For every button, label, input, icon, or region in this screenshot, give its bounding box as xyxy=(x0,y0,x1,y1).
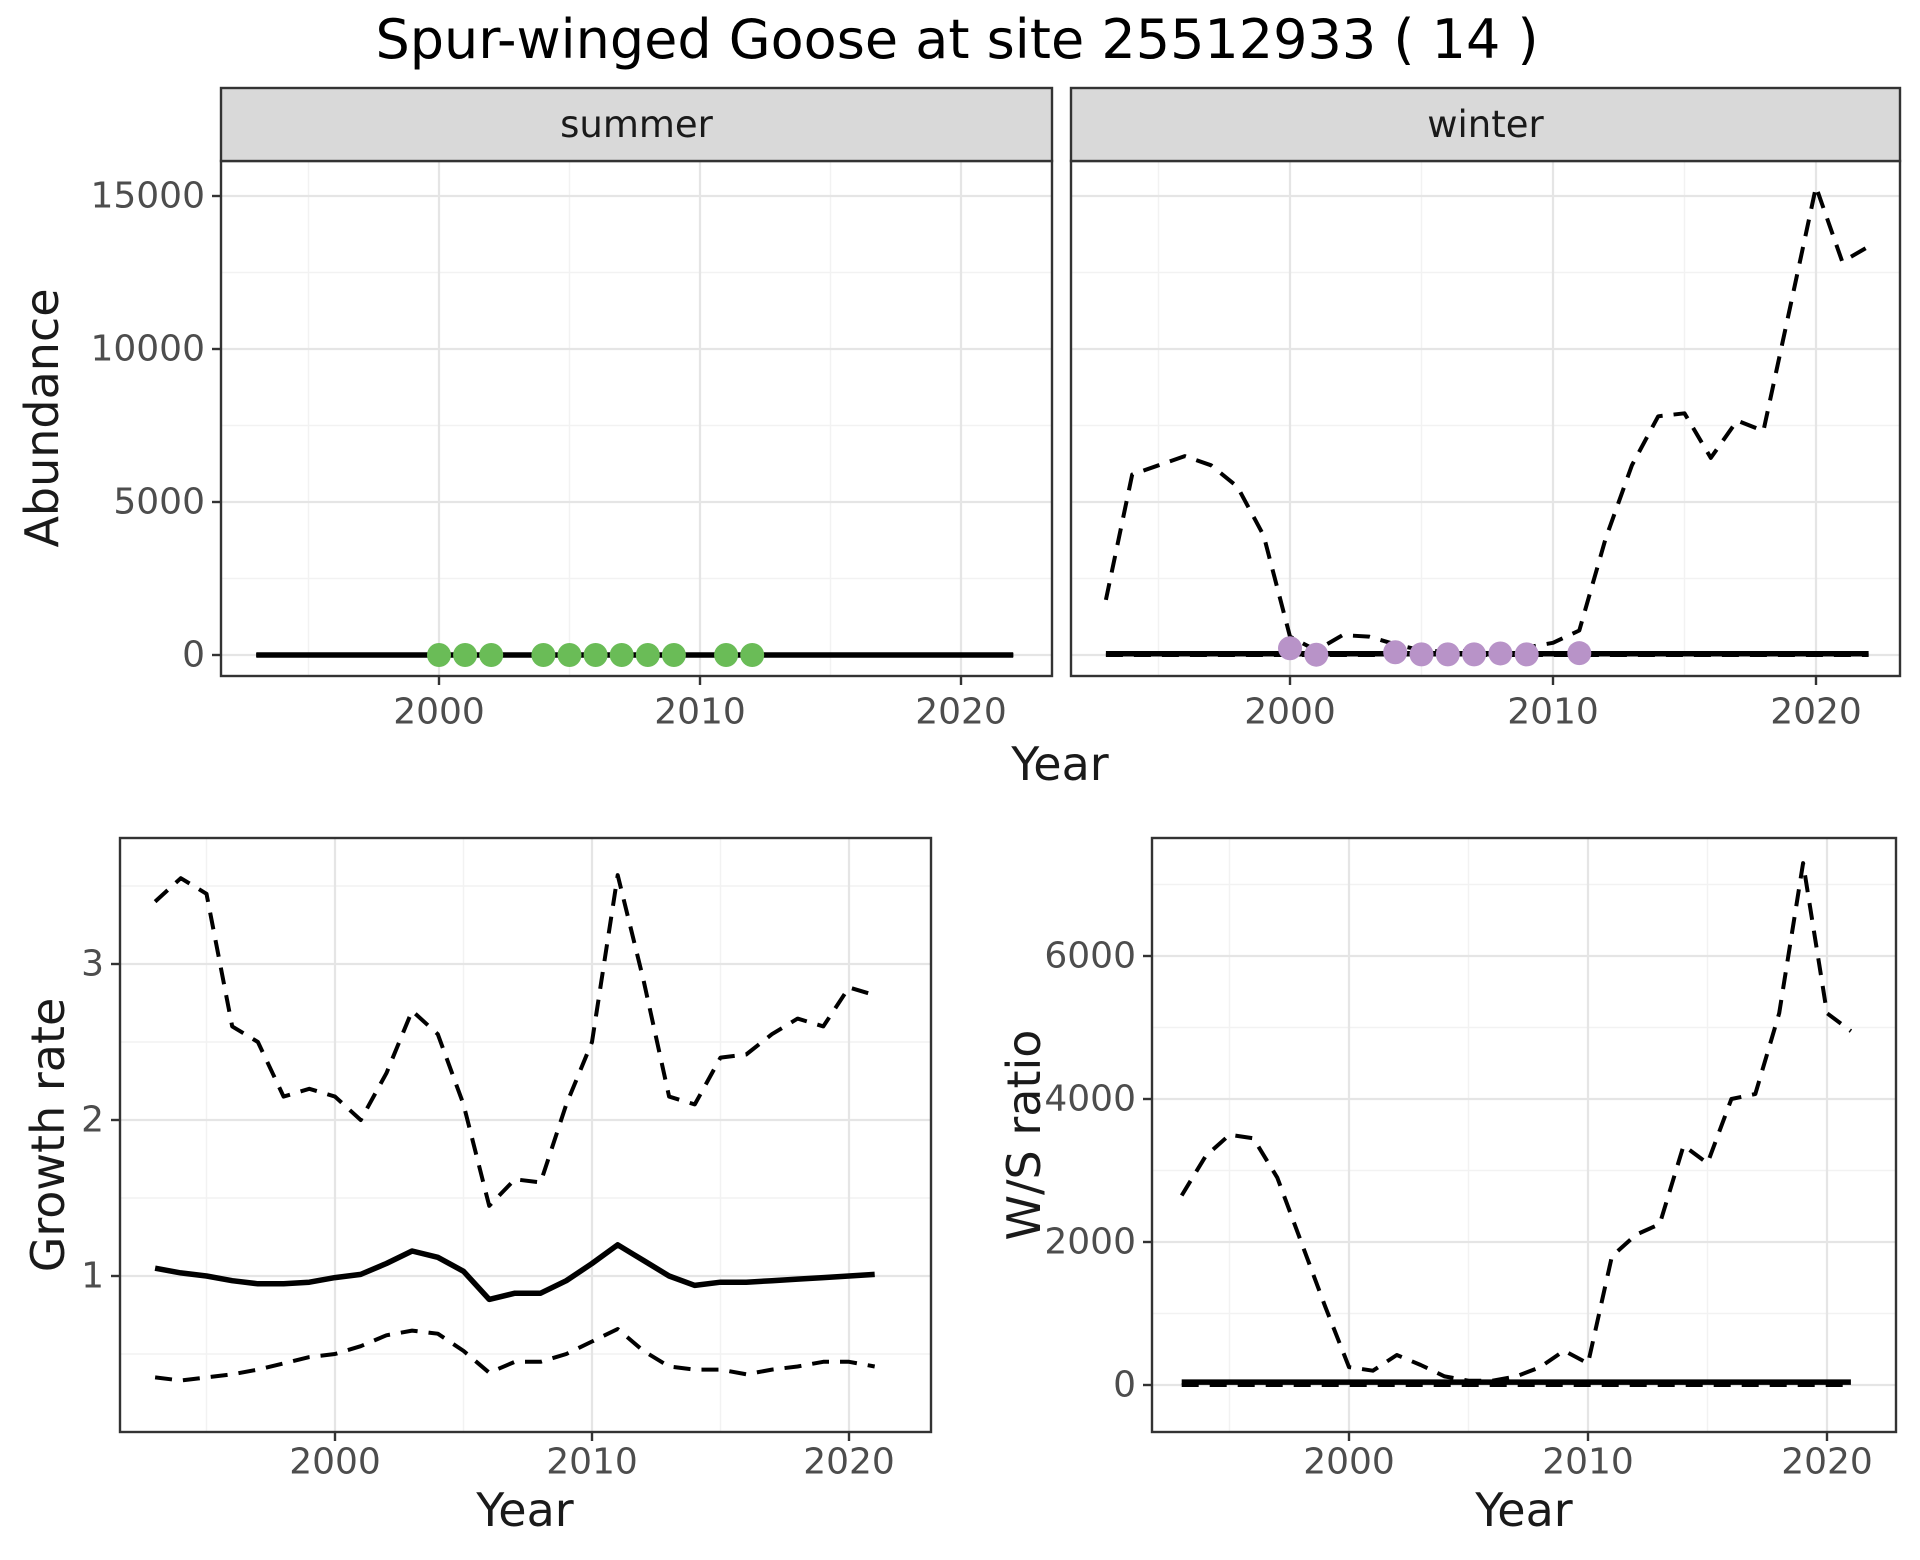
observation-point xyxy=(1488,641,1513,666)
y-axis-title-ws-ratio: W/S ratio xyxy=(997,1029,1051,1241)
observation-point xyxy=(609,643,634,667)
x-tick-label: 2010 xyxy=(1542,1442,1634,1483)
x-tick-label: 2010 xyxy=(546,1442,638,1483)
panel-abundance-summer: 2000 2010 2020 0 5000 10000 15000 xyxy=(90,86,1054,733)
observation-point xyxy=(583,643,608,667)
y-tick-label: 15000 xyxy=(90,176,205,217)
x-tick-label: 2000 xyxy=(393,692,485,733)
y-tick-label: 2000 xyxy=(1044,1222,1136,1263)
facet-label-winter: winter xyxy=(1427,103,1544,146)
panel-background xyxy=(120,838,931,1432)
observation-point xyxy=(661,643,686,667)
panel-background xyxy=(1152,838,1896,1432)
panel-ws-ratio: 2000 2010 2020 0 2000 4000 6000 xyxy=(1044,836,1898,1483)
x-axis-title-ws: Year xyxy=(1475,1483,1573,1537)
y-tick-label: 6000 xyxy=(1044,936,1136,977)
x-axis-title-top: Year xyxy=(1011,737,1109,791)
y-tick-label: 4000 xyxy=(1044,1079,1136,1120)
facet-strip xyxy=(219,86,1054,163)
facet-label-summer: summer xyxy=(560,103,713,146)
observation-point xyxy=(1278,636,1302,661)
observation-point xyxy=(557,643,582,667)
ws-ratio-ci-upper-line xyxy=(1179,861,1853,1383)
observation-point xyxy=(740,643,765,667)
y-tick-label: 0 xyxy=(182,635,205,676)
panel-abundance-winter: 2000 2010 2020 xyxy=(1069,86,1902,733)
y-tick-label: 2 xyxy=(81,1100,104,1141)
panel-background xyxy=(221,161,1052,676)
y-tick-label: 3 xyxy=(81,944,104,985)
observation-point xyxy=(1409,642,1434,667)
x-tick-label: 2020 xyxy=(1781,1442,1873,1483)
x-tick-label: 2000 xyxy=(289,1442,381,1483)
x-tick-label: 2010 xyxy=(654,692,746,733)
abundance-winter-ci-upper-line xyxy=(1103,184,1870,654)
observation-point xyxy=(1435,642,1460,667)
growth-rate-ci-lower-line xyxy=(154,1327,876,1383)
y-tick-label: 10000 xyxy=(90,329,205,370)
x-tick-label: 2000 xyxy=(1244,692,1336,733)
growth-rate-ci-upper-line xyxy=(153,873,876,1208)
y-axis-title-abundance: Abundance xyxy=(15,288,69,548)
y-tick-label: 1 xyxy=(81,1256,104,1297)
panel-border xyxy=(118,836,933,1434)
observation-point xyxy=(1462,642,1487,667)
x-axis-title-growth: Year xyxy=(476,1483,574,1537)
x-tick-label: 2020 xyxy=(803,1442,895,1483)
x-tick-label: 2000 xyxy=(1303,1442,1395,1483)
observation-point xyxy=(714,643,739,667)
observation-point xyxy=(1514,642,1539,667)
panel-growth-rate: 2000 2010 2020 1 2 3 xyxy=(81,836,933,1483)
y-tick-label: 0 xyxy=(1113,1365,1136,1406)
x-tick-label: 2010 xyxy=(1507,692,1599,733)
x-tick-label: 2020 xyxy=(915,692,1007,733)
growth-rate-estimate-line xyxy=(154,1242,875,1303)
observation-point xyxy=(427,643,451,667)
y-axis-title-growth-rate: Growth rate xyxy=(21,997,75,1273)
observation-point xyxy=(1304,642,1329,667)
x-tick-label: 2020 xyxy=(1770,692,1862,733)
observation-point xyxy=(479,643,504,667)
page-title: Spur-winged Goose at site 25512933 ( 14 … xyxy=(375,8,1539,71)
observation-point xyxy=(531,643,556,667)
observation-point xyxy=(1567,641,1592,666)
facet-strip xyxy=(1069,86,1902,163)
panel-background xyxy=(1071,161,1900,676)
observation-point xyxy=(635,643,660,667)
panel-border xyxy=(1150,836,1898,1434)
observation-point xyxy=(1383,640,1408,665)
observation-point xyxy=(453,643,478,667)
y-tick-label: 5000 xyxy=(113,482,205,523)
